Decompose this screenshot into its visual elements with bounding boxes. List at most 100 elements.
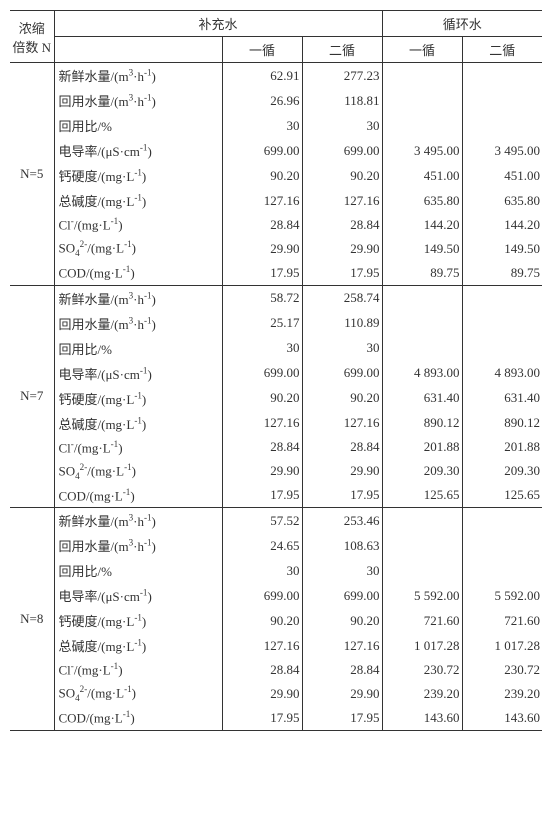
table-row: 回用水量/(m3·h-1)26.96118.81 <box>10 88 542 113</box>
table-row: 钙硬度/(mg·L-1)90.2090.20721.60721.60 <box>10 608 542 633</box>
circ-c1-value: 201.88 <box>382 436 462 459</box>
param-label: 回用比/% <box>54 113 222 138</box>
table-row: COD/(mg·L-1)17.9517.95125.65125.65 <box>10 484 542 508</box>
supply-c1-value: 28.84 <box>222 213 302 236</box>
param-label: 总碱度/(mg·L-1) <box>54 411 222 436</box>
circ-c2-value: 890.12 <box>462 411 542 436</box>
param-label: 电导率/(μS·cm-1) <box>54 138 222 163</box>
supply-c2-value: 17.95 <box>302 261 382 285</box>
param-label: Cl-/(mg·L-1) <box>54 436 222 459</box>
circ-c2-value: 4 893.00 <box>462 361 542 386</box>
circ-c1-value: 890.12 <box>382 411 462 436</box>
circ-c2-value: 5 592.00 <box>462 583 542 608</box>
supply-c2-header: 二循 <box>302 37 382 63</box>
circ-c1-header: 一循 <box>382 37 462 63</box>
table-row: N=7新鲜水量/(m3·h-1)58.72258.74 <box>10 285 542 311</box>
supply-c1-value: 90.20 <box>222 163 302 188</box>
circ-c2-value: 209.30 <box>462 459 542 484</box>
param-label: Cl-/(mg·L-1) <box>54 658 222 681</box>
circ-c2-value <box>462 113 542 138</box>
supply-c2-value: 90.20 <box>302 386 382 411</box>
supply-c1-value: 90.20 <box>222 608 302 633</box>
supply-c2-value: 110.89 <box>302 311 382 336</box>
circ-c2-value: 149.50 <box>462 236 542 261</box>
param-label: COD/(mg·L-1) <box>54 261 222 285</box>
supply-c1-value: 699.00 <box>222 361 302 386</box>
circ-c1-value: 230.72 <box>382 658 462 681</box>
circ-c1-value: 209.30 <box>382 459 462 484</box>
table-row: N=5新鲜水量/(m3·h-1)62.91277.23 <box>10 63 542 89</box>
param-label: 钙硬度/(mg·L-1) <box>54 163 222 188</box>
circ-c1-value <box>382 336 462 361</box>
n-label: N=7 <box>10 285 54 508</box>
supply-c1-value: 57.52 <box>222 508 302 534</box>
table-row: 回用水量/(m3·h-1)25.17110.89 <box>10 311 542 336</box>
circ-c2-value <box>462 508 542 534</box>
table-row: 钙硬度/(mg·L-1)90.2090.20631.40631.40 <box>10 386 542 411</box>
circ-c1-value <box>382 558 462 583</box>
param-label: 回用水量/(m3·h-1) <box>54 311 222 336</box>
corner-line2: 倍数 N <box>12 40 51 55</box>
supply-c2-value: 108.63 <box>302 533 382 558</box>
table-row: COD/(mg·L-1)17.9517.9589.7589.75 <box>10 261 542 285</box>
supply-c1-value: 62.91 <box>222 63 302 89</box>
supply-c1-value: 30 <box>222 336 302 361</box>
n-label: N=8 <box>10 508 54 731</box>
supply-c2-value: 699.00 <box>302 138 382 163</box>
supply-c2-value: 28.84 <box>302 213 382 236</box>
table-row: 回用比/%3030 <box>10 336 542 361</box>
table-row: 总碱度/(mg·L-1)127.16127.16890.12890.12 <box>10 411 542 436</box>
param-label: Cl-/(mg·L-1) <box>54 213 222 236</box>
supply-c1-value: 28.84 <box>222 436 302 459</box>
circ-c1-value <box>382 285 462 311</box>
param-label: SO42-/(mg·L-1) <box>54 681 222 706</box>
circ-c2-value <box>462 63 542 89</box>
circ-c1-value: 149.50 <box>382 236 462 261</box>
table-row: 总碱度/(mg·L-1)127.16127.161 017.281 017.28 <box>10 633 542 658</box>
param-label: 电导率/(μS·cm-1) <box>54 361 222 386</box>
param-label: SO42-/(mg·L-1) <box>54 236 222 261</box>
supply-c2-value: 28.84 <box>302 436 382 459</box>
circ-c2-value: 144.20 <box>462 213 542 236</box>
circ-c2-value: 1 017.28 <box>462 633 542 658</box>
supply-c2-value: 127.16 <box>302 411 382 436</box>
param-label: COD/(mg·L-1) <box>54 484 222 508</box>
supply-c1-value: 90.20 <box>222 386 302 411</box>
circ-c1-value: 3 495.00 <box>382 138 462 163</box>
supply-c1-value: 17.95 <box>222 484 302 508</box>
circ-c2-value: 631.40 <box>462 386 542 411</box>
table-row: SO42-/(mg·L-1)29.9029.90149.50149.50 <box>10 236 542 261</box>
circ-c2-header: 二循 <box>462 37 542 63</box>
param-label: 回用水量/(m3·h-1) <box>54 533 222 558</box>
circ-c2-value <box>462 533 542 558</box>
supply-c1-value: 29.90 <box>222 681 302 706</box>
circ-c2-value <box>462 558 542 583</box>
circ-c2-value: 3 495.00 <box>462 138 542 163</box>
param-label: 回用水量/(m3·h-1) <box>54 88 222 113</box>
blank-subheader <box>54 37 222 63</box>
supply-c1-value: 699.00 <box>222 583 302 608</box>
supply-c2-value: 17.95 <box>302 706 382 730</box>
supply-c1-value: 29.90 <box>222 459 302 484</box>
circ-c2-value: 89.75 <box>462 261 542 285</box>
circ-c2-value: 721.60 <box>462 608 542 633</box>
supply-c2-value: 258.74 <box>302 285 382 311</box>
param-label: 回用比/% <box>54 336 222 361</box>
table-row: Cl-/(mg·L-1)28.8428.84144.20144.20 <box>10 213 542 236</box>
circ-c2-value: 239.20 <box>462 681 542 706</box>
circ-c1-value: 4 893.00 <box>382 361 462 386</box>
supply-c2-value: 90.20 <box>302 608 382 633</box>
table-row: COD/(mg·L-1)17.9517.95143.60143.60 <box>10 706 542 730</box>
circ-c1-value: 631.40 <box>382 386 462 411</box>
table-row: Cl-/(mg·L-1)28.8428.84201.88201.88 <box>10 436 542 459</box>
circ-c1-value <box>382 508 462 534</box>
param-label: 新鲜水量/(m3·h-1) <box>54 285 222 311</box>
circ-c2-value <box>462 285 542 311</box>
supply-c1-value: 127.16 <box>222 188 302 213</box>
supply-header: 补充水 <box>54 11 382 37</box>
circ-c1-value <box>382 63 462 89</box>
table-row: 回用比/%3030 <box>10 113 542 138</box>
circ-c1-value: 144.20 <box>382 213 462 236</box>
supply-c2-value: 30 <box>302 336 382 361</box>
supply-c2-value: 29.90 <box>302 236 382 261</box>
